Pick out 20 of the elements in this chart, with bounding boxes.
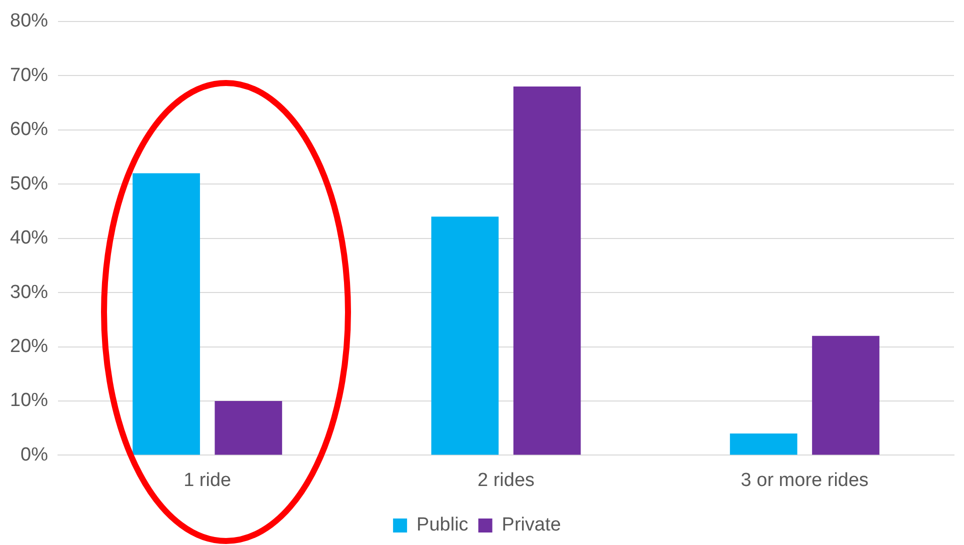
bar [214,400,282,455]
bar [132,173,200,455]
y-tick-label: 60% [10,119,48,140]
bar [431,216,499,455]
y-tick-label: 30% [10,282,48,303]
y-tick-label: 50% [10,173,48,194]
bar [513,86,581,455]
y-tick-label: 70% [10,64,48,86]
x-tick-label: 1 ride [184,470,232,491]
y-tick-label: 40% [10,228,48,249]
y-tick-label: 10% [10,390,48,412]
x-tick-label: 2 rides [478,470,535,491]
x-tick-label: 3 or more rides [740,470,869,491]
legend-label: Private [502,514,561,536]
bar [730,434,798,455]
y-tick-label: 80% [10,10,48,32]
legend-label: Public [416,514,468,536]
bar [812,336,880,455]
y-tick-label: 20% [10,336,48,357]
y-tick-label: 0% [20,444,48,466]
